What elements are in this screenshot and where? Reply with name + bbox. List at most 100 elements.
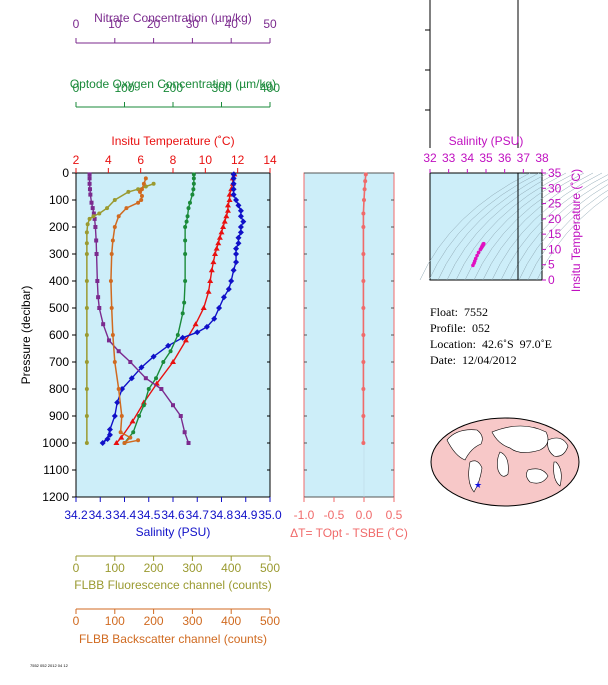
ts-density-contour <box>491 172 603 281</box>
salinity-point <box>233 197 240 203</box>
salinity-tick-label: 34.6 <box>161 508 185 522</box>
ts-x-tick-label: 34 <box>461 151 475 165</box>
temperature-tick-label: 4 <box>105 153 112 167</box>
backscatter-series <box>108 176 148 445</box>
profile-date: Date: 12/04/2012 <box>430 353 517 367</box>
pressure-tick-label: 1100 <box>43 463 69 477</box>
delta-axis-label: ΔT= TOpt - TSBE (˚C) <box>290 526 408 540</box>
delta-point <box>361 387 366 391</box>
ts-density-contour <box>473 172 585 281</box>
ts-y-tick-label: 15 <box>548 227 562 241</box>
fluorescence-line <box>86 183 154 443</box>
nitrate-point <box>87 181 92 186</box>
oxygen-point <box>137 414 142 418</box>
backscatter-tick-label: 0 <box>73 614 80 628</box>
temperature-tick-label: 14 <box>263 153 277 167</box>
ts-density-contour <box>446 172 558 281</box>
pressure-tick-label: 600 <box>49 328 69 342</box>
backscatter-point <box>116 387 121 391</box>
salinity-point <box>237 207 244 214</box>
ts-density-contour <box>518 184 608 281</box>
fluorescence-point <box>112 198 117 202</box>
oxygen-tick-label: 400 <box>260 81 280 95</box>
oxygen-point <box>186 206 191 211</box>
salinity-tick-label: 34.2 <box>64 508 88 522</box>
ts-density-contour <box>500 174 608 281</box>
nitrate-point <box>96 295 101 300</box>
pressure-tick-label: 1200 <box>42 490 69 504</box>
salinity-point <box>119 386 126 392</box>
delta-point <box>361 333 366 337</box>
temperature-point <box>215 240 222 246</box>
salinity-tick-label: 34.3 <box>89 508 113 522</box>
salinity-point <box>237 213 244 220</box>
fluorescence-tick-label: 0 <box>73 561 80 575</box>
nitrate-point <box>97 306 102 310</box>
salinity-point <box>230 180 237 187</box>
delta-point <box>361 441 366 445</box>
salinity-point <box>235 234 242 241</box>
pressure-tick-label: 100 <box>49 193 69 207</box>
delta-point <box>361 360 366 364</box>
salinity-point <box>179 334 186 341</box>
fluorescence-series <box>84 181 156 445</box>
fluorescence-tick-label: 200 <box>144 561 164 575</box>
backscatter-point <box>118 430 123 435</box>
fluorescence-point <box>85 222 90 227</box>
pressure-tick-label: 900 <box>49 409 69 423</box>
salinity-tick-label: 34.7 <box>186 508 210 522</box>
temperature-point <box>118 434 125 440</box>
fluorescence-axis-label: FLBB Fluorescence channel (counts) <box>74 578 271 592</box>
oxygen-point <box>191 187 196 192</box>
nitrate-point <box>186 441 191 445</box>
ts-density-contour <box>455 172 567 281</box>
salinity-point <box>230 171 237 178</box>
nitrate-point <box>87 176 92 181</box>
oxygen-point <box>187 200 192 205</box>
salinity-point <box>114 399 121 406</box>
ts-x-tick-label: 32 <box>423 151 437 165</box>
ts-density-contour <box>428 172 540 281</box>
temperature-point <box>220 224 227 229</box>
backscatter-point <box>124 206 129 211</box>
salinity-point <box>99 440 106 446</box>
delta-x-tick-label: 0.5 <box>386 508 403 522</box>
nitrate-point <box>87 187 92 192</box>
backscatter-point <box>112 360 117 364</box>
oxygen-point <box>183 252 188 256</box>
temperature-point <box>200 305 207 310</box>
nitrate-tick-label: 30 <box>186 17 200 31</box>
temperature-tick-label: 2 <box>73 153 80 167</box>
salinity-series <box>99 171 247 446</box>
pressure-tick-label: 500 <box>49 301 69 315</box>
delta-point <box>361 279 366 283</box>
salinity-point <box>230 267 237 274</box>
oxygen-point <box>161 360 166 364</box>
temperature-point <box>170 359 176 364</box>
oxygen-series <box>122 172 196 445</box>
profile-number: Profile: 052 <box>430 321 490 335</box>
nitrate-point <box>106 338 111 343</box>
salinity-point <box>233 251 240 257</box>
pressure-tick-label: 800 <box>49 382 69 396</box>
fluorescence-tick-label: 300 <box>182 561 202 575</box>
backscatter-point <box>116 214 121 219</box>
oxygen-point <box>131 430 136 435</box>
fluorescence-point <box>91 214 96 219</box>
salinity-point <box>235 240 242 247</box>
delta-point <box>361 306 366 310</box>
temperature-point <box>113 440 120 445</box>
oxygen-point <box>191 172 196 177</box>
fluorescence-point <box>84 414 89 418</box>
ts-y-tick-label: 30 <box>548 181 562 195</box>
ts-y-tick-label: 20 <box>548 212 562 226</box>
delta-point <box>362 187 367 192</box>
nitrate-point <box>101 322 106 327</box>
salinity-point <box>111 413 118 419</box>
nitrate-point <box>91 211 96 216</box>
oxygen-point <box>191 176 196 181</box>
temperature-point <box>224 202 231 208</box>
temperature-series <box>113 171 238 445</box>
fluorescence-point <box>84 306 89 310</box>
oxygen-tick-label: 200 <box>163 81 183 95</box>
